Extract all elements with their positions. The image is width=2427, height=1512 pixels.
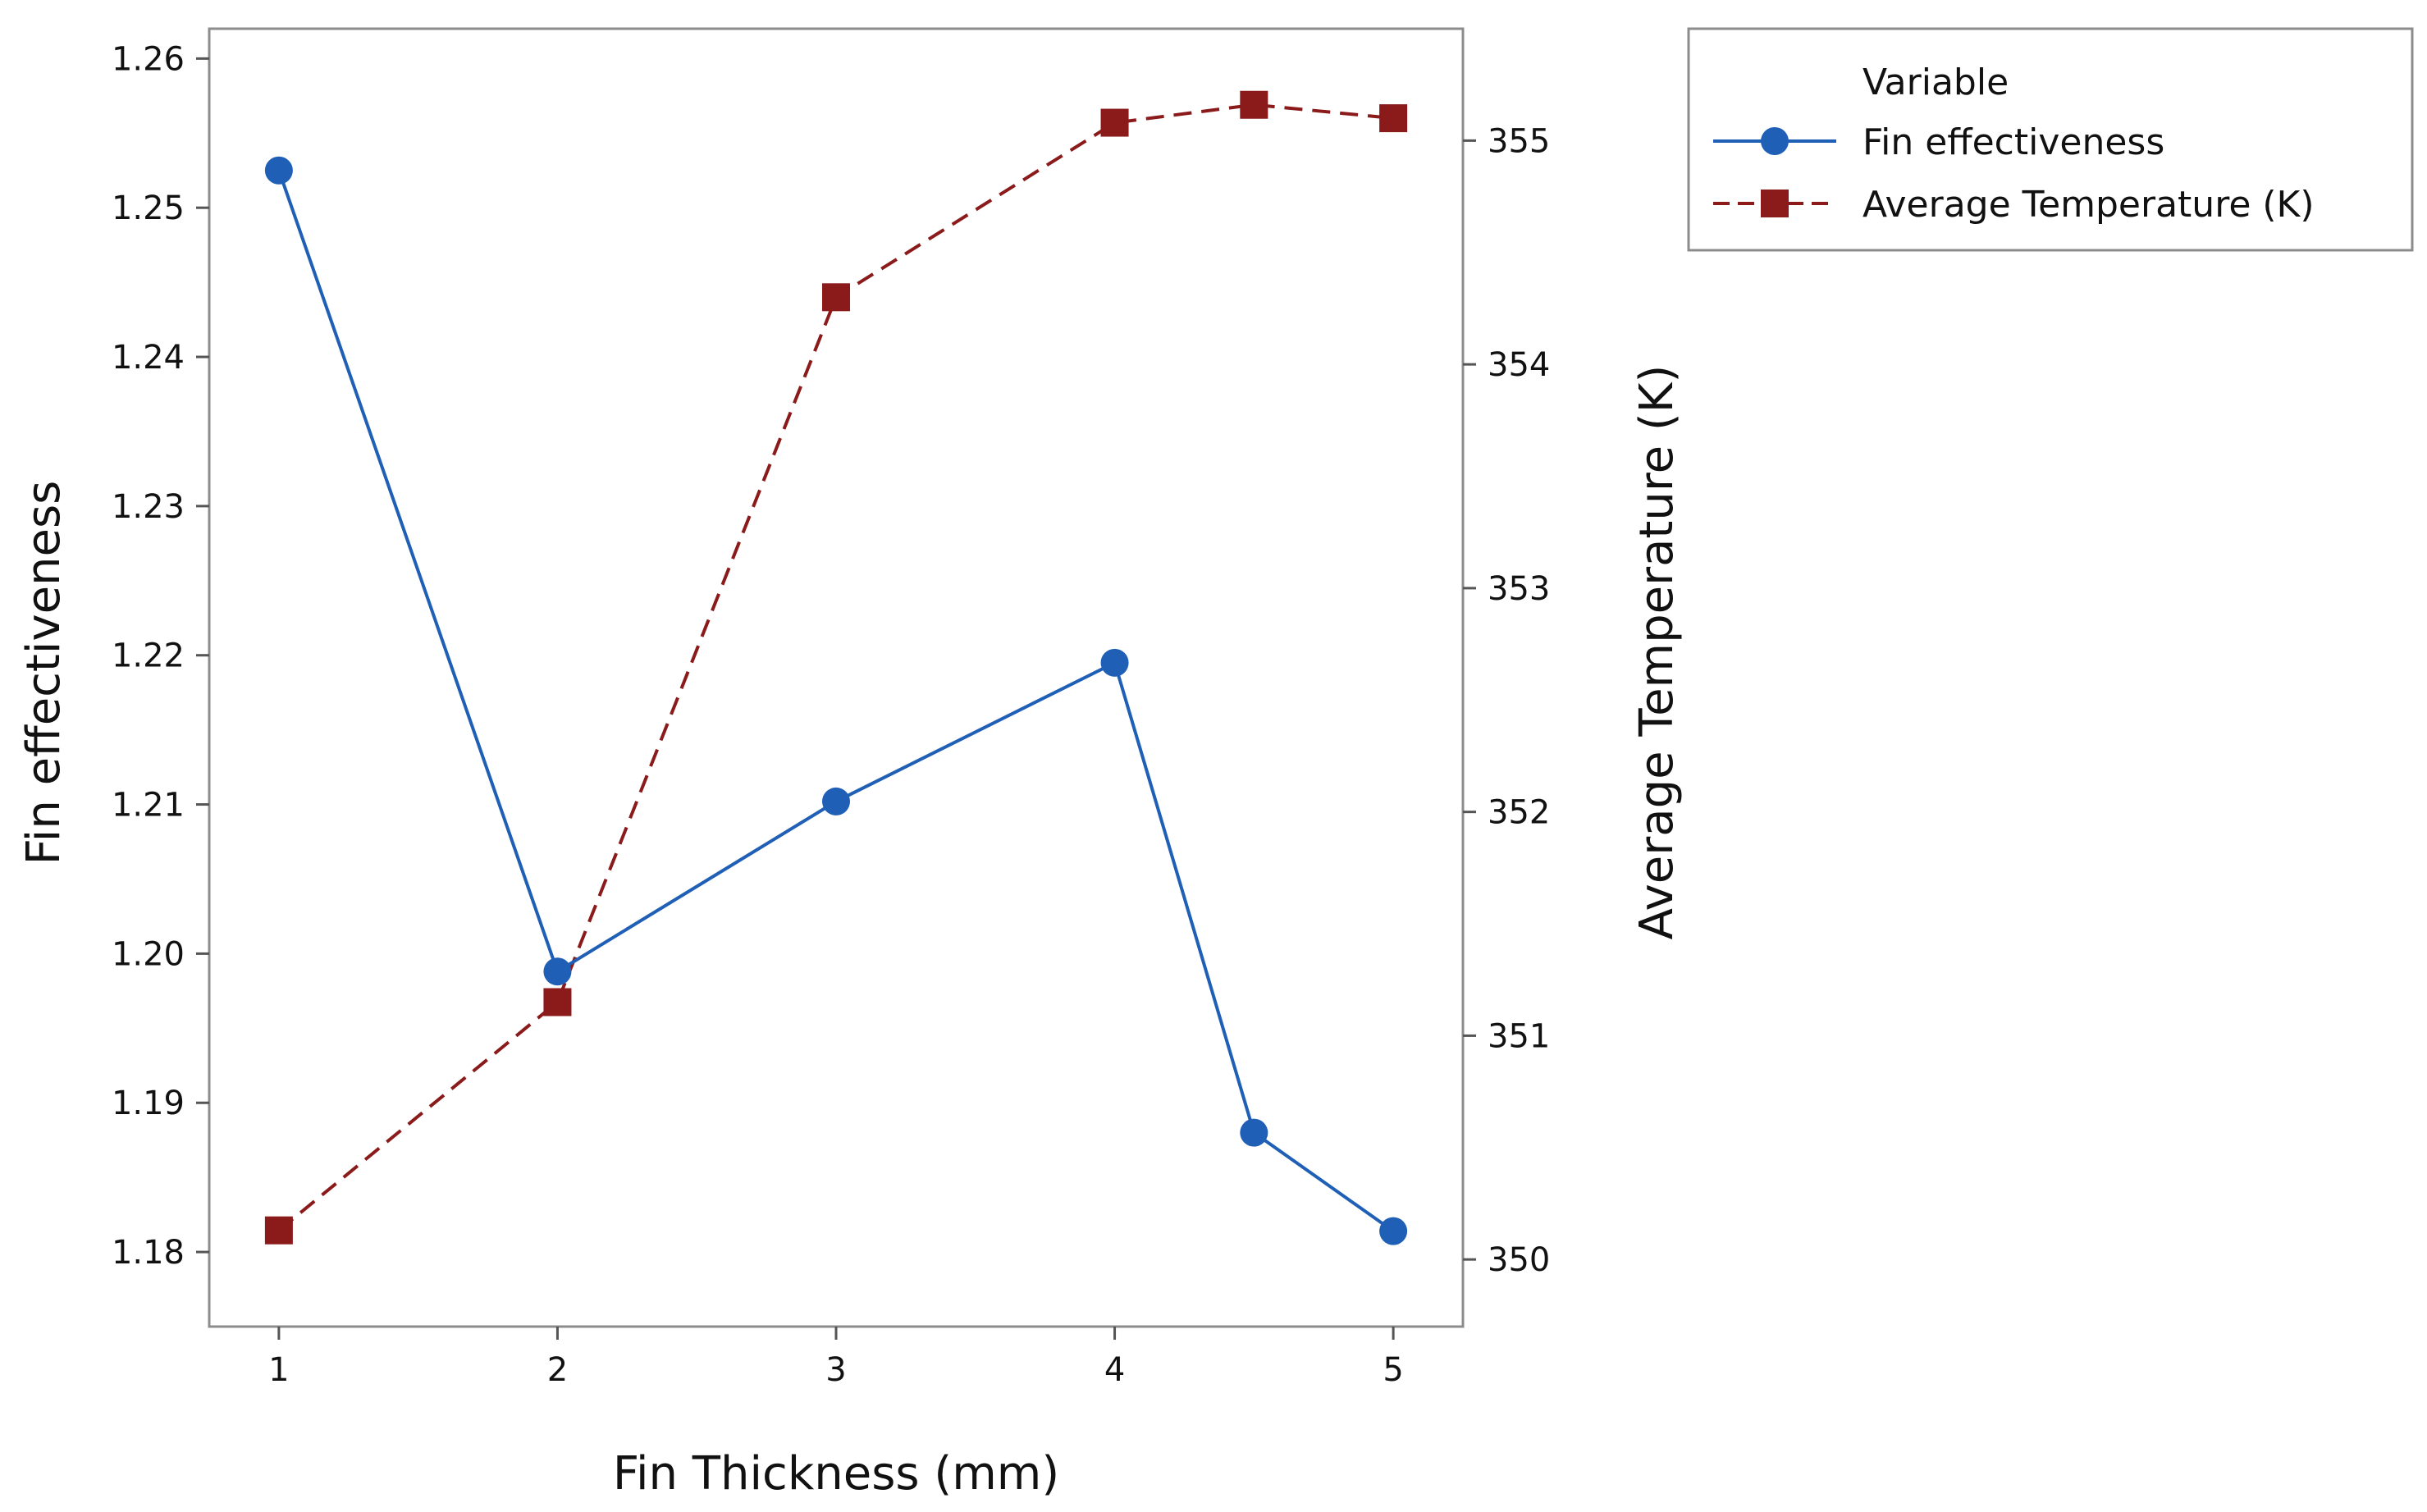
series-line-fin-effectiveness bbox=[277, 170, 1395, 1233]
y2-tick-label: 352 bbox=[1488, 794, 1550, 832]
data-point-average-temperature bbox=[1240, 90, 1268, 119]
x-tick-label: 4 bbox=[1104, 1351, 1125, 1389]
y2-tick-label: 351 bbox=[1488, 1017, 1550, 1055]
plot-area bbox=[208, 27, 1465, 1328]
series-layer bbox=[264, 90, 1408, 1245]
data-point-fin-effectiveness bbox=[1240, 1118, 1268, 1147]
y-tick-label: 1.18 bbox=[112, 1234, 185, 1272]
data-point-average-temperature bbox=[543, 988, 572, 1016]
y2-tick-label: 353 bbox=[1488, 570, 1550, 608]
x-axis-title: Fin Thickness (mm) bbox=[613, 1447, 1059, 1501]
data-point-average-temperature bbox=[264, 1216, 293, 1245]
legend-title: Variable bbox=[1863, 62, 2009, 103]
y-tick-label: 1.24 bbox=[112, 339, 185, 377]
y-tick-label: 1.21 bbox=[112, 787, 185, 825]
y2-tick-label: 355 bbox=[1488, 122, 1550, 160]
data-point-average-temperature bbox=[1100, 108, 1129, 137]
data-point-fin-effectiveness bbox=[1379, 1217, 1408, 1245]
y-tick-label: 1.26 bbox=[112, 40, 185, 78]
y2-tick-label: 350 bbox=[1488, 1241, 1550, 1279]
legend-label-average-temperature: Average Temperature (K) bbox=[1863, 184, 2315, 226]
y-tick-label: 1.20 bbox=[112, 935, 185, 973]
y-axis-title: Fin effectiveness bbox=[17, 481, 71, 866]
legend-marker-fin-effectiveness bbox=[1761, 127, 1789, 155]
x-tick-label: 2 bbox=[547, 1351, 568, 1389]
x-tick-label: 5 bbox=[1383, 1351, 1403, 1389]
y-tick-label: 1.23 bbox=[112, 488, 185, 526]
data-point-fin-effectiveness bbox=[264, 156, 293, 185]
y-tick-label: 1.22 bbox=[112, 637, 185, 675]
data-point-average-temperature bbox=[822, 283, 850, 312]
x-axis: 1 2 3 4 5 bbox=[268, 1327, 1404, 1389]
legend-marker-average-temperature bbox=[1761, 190, 1789, 217]
data-point-fin-effectiveness bbox=[543, 957, 572, 986]
y2-axis-title: Average Temperature (K) bbox=[1630, 365, 1684, 940]
legend-label-fin-effectiveness: Fin effectiveness bbox=[1863, 121, 2164, 163]
data-point-fin-effectiveness bbox=[1100, 648, 1129, 677]
x-tick-label: 1 bbox=[268, 1351, 289, 1389]
y2-tick-label: 354 bbox=[1488, 346, 1550, 384]
y-tick-label: 1.25 bbox=[112, 190, 185, 227]
x-tick-label: 3 bbox=[825, 1351, 846, 1389]
y-axis-left: 1.18 1.19 1.20 1.21 1.22 1.23 1.24 1.25 1.26 bbox=[112, 40, 209, 1272]
data-point-average-temperature bbox=[1379, 104, 1408, 133]
y-axis-right: 350 351 352 353 354 355 bbox=[1463, 122, 1550, 1279]
legend: Variable Fin effectiveness Average Tempe… bbox=[1687, 27, 2414, 252]
y-tick-label: 1.19 bbox=[112, 1085, 185, 1122]
data-point-fin-effectiveness bbox=[822, 787, 850, 815]
